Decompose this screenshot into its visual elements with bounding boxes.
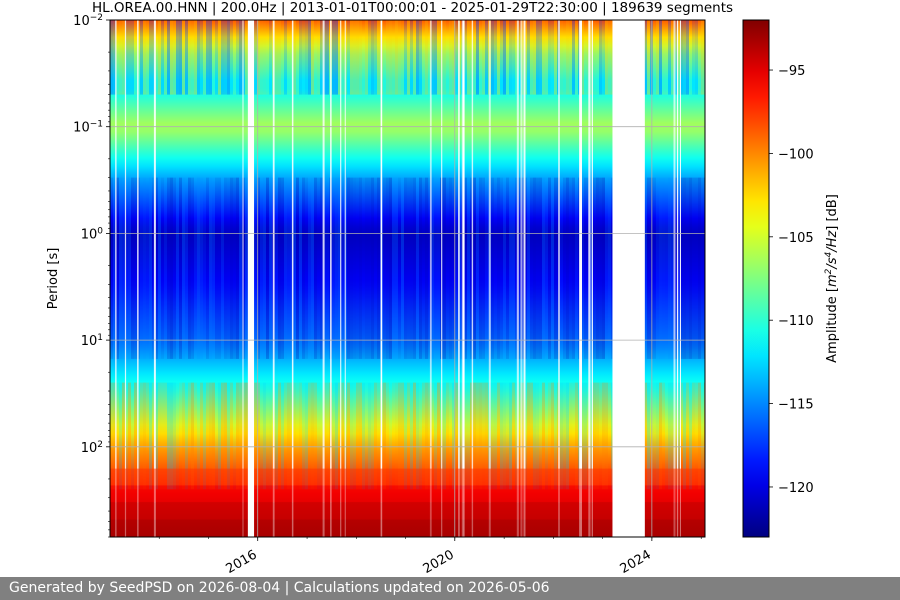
plot-frame: [109, 19, 706, 538]
spectrogram-surface: [110, 20, 705, 537]
colorbar-tick-label: −105: [778, 231, 814, 246]
y-axis-label: Period [s]: [46, 248, 61, 310]
chart-title: HL.OREA.00.HNN | 200.0Hz | 2013-01-01T00…: [92, 0, 733, 16]
y-tick-label: 102: [81, 440, 103, 456]
footer-bar: Generated by SeedPSD on 2026-08-04 | Cal…: [0, 577, 900, 600]
footer-text: Generated by SeedPSD on 2026-08-04 | Cal…: [9, 580, 550, 596]
colorbar-tick-label: −100: [778, 147, 814, 162]
x-tick-label: 2016: [224, 547, 260, 577]
x-tick-label: 2020: [421, 547, 457, 577]
colorbar-tick-label: −110: [778, 314, 814, 329]
x-tick-label: 2024: [618, 547, 654, 577]
y-tick-label: 10−1: [73, 120, 103, 136]
colorbar: [742, 19, 770, 538]
spectrogram-plot: [110, 20, 705, 537]
colorbar-tick-label: −120: [778, 481, 814, 496]
y-tick-label: 100: [81, 226, 104, 242]
y-tick-label: 10−2: [73, 13, 103, 29]
colorbar-label: Amplitude [m2/s4/Hz] [dB]: [824, 194, 840, 363]
y-tick-label: 101: [81, 333, 103, 349]
colorbar-tick-label: −115: [778, 398, 814, 413]
data-gap: [247, 20, 255, 537]
colorbar-tick-label: −95: [778, 64, 805, 79]
data-gap: [612, 20, 645, 537]
psd-figure: HL.OREA.00.HNN | 200.0Hz | 2013-01-01T00…: [46, 0, 840, 577]
